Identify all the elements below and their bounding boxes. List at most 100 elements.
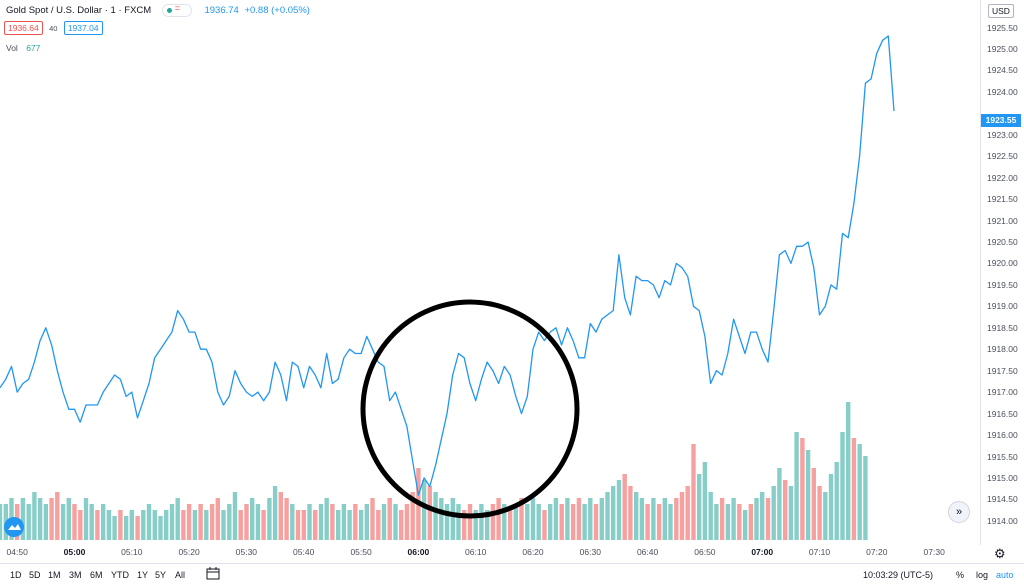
- time-tick-label: 04:50: [6, 547, 28, 557]
- market-status-pill[interactable]: =: [161, 3, 192, 17]
- volume-bar: [410, 492, 415, 540]
- price-tick-label: 1922.50: [987, 151, 1018, 162]
- volume-bar: [227, 504, 232, 540]
- ask-button[interactable]: 1937.04: [63, 21, 103, 35]
- time-tick-label: 06:00: [407, 547, 430, 557]
- volume-bar: [278, 492, 283, 540]
- range-button-5y[interactable]: 5Y: [155, 570, 167, 580]
- volume-bar: [78, 510, 83, 540]
- volume-bar: [112, 516, 117, 540]
- volume-bar: [496, 498, 501, 540]
- time-tick-label: 05:00: [63, 547, 86, 557]
- volume-bar: [679, 492, 685, 540]
- chart-legend: Gold Spot / U.S. Dollar · 1 · FXCM = 193…: [6, 3, 310, 17]
- volume-bar: [565, 498, 570, 540]
- volume-bar: [542, 510, 547, 540]
- price-tick-label: 1914.00: [987, 515, 1018, 526]
- volume-bar: [232, 492, 238, 540]
- time-tick-label: 05:20: [178, 547, 200, 557]
- range-button-1d[interactable]: 1D: [10, 570, 22, 580]
- volume-bar: [72, 504, 77, 540]
- volume-bar: [318, 504, 324, 540]
- volume-bar: [250, 498, 255, 540]
- range-button-5d[interactable]: 5D: [29, 570, 41, 580]
- legend-last-price: 1936.74: [204, 5, 239, 17]
- scroll-to-realtime-button[interactable]: »: [948, 501, 970, 523]
- time-tick-label: 05:30: [235, 547, 258, 557]
- volume-label: Vol: [6, 43, 18, 53]
- tradingview-logo-icon[interactable]: [4, 517, 24, 537]
- range-button-1m[interactable]: 1M: [48, 570, 61, 580]
- volume-bar: [576, 498, 582, 540]
- range-button-6m[interactable]: 6M: [90, 570, 103, 580]
- price-tick-label: 1925.50: [987, 22, 1018, 33]
- price-line: [0, 35, 895, 496]
- volume-bar: [433, 492, 438, 540]
- volume-bar: [181, 510, 186, 540]
- range-button-all[interactable]: All: [175, 570, 186, 580]
- volume-bar: [742, 510, 748, 540]
- volume-bar: [593, 504, 599, 540]
- volume-bar: [634, 492, 639, 540]
- volume-bar: [805, 450, 811, 540]
- volume-bar: [748, 504, 753, 540]
- volume-bar: [754, 498, 759, 540]
- symbol-title[interactable]: Gold Spot / U.S. Dollar · 1 · FXCM: [6, 5, 152, 17]
- volume-bar: [444, 504, 450, 540]
- volume-bar: [20, 498, 26, 540]
- price-tick-label: 1915.00: [987, 472, 1018, 483]
- volume-bar: [691, 444, 696, 540]
- calendar-icon[interactable]: [206, 567, 220, 582]
- volume-bar: [118, 510, 123, 540]
- volume-bar: [628, 486, 633, 540]
- volume-bar: [301, 510, 306, 540]
- price-tick-label: 1918.50: [987, 322, 1018, 333]
- gear-icon[interactable]: ⚙: [994, 546, 1006, 561]
- volume-bar: [639, 498, 645, 540]
- time-tick-label: 05:10: [121, 547, 143, 557]
- chart-area[interactable]: [0, 0, 980, 545]
- volume-bar: [674, 498, 679, 540]
- price-axis[interactable]: 1925.50 1925.00 1924.50 1924.00 1923.00 1922.…: [980, 0, 1024, 545]
- volume-bar: [857, 444, 862, 540]
- volume-bar: [261, 510, 266, 540]
- timezone-clock[interactable]: 10:03:29 (UTC-5): [863, 570, 934, 580]
- time-axis[interactable]: 04:50 05:00 05:10 05:20 05:30 05:40 05:50 06:00…: [0, 545, 980, 560]
- volume-bar: [450, 498, 455, 540]
- bid-button[interactable]: 1936.64: [4, 21, 43, 35]
- market-open-dot-icon: [166, 8, 172, 13]
- volume-bar: [697, 474, 702, 540]
- percent-toggle[interactable]: %: [956, 570, 965, 580]
- price-tick-label: 1914.50: [987, 494, 1018, 505]
- spread-value: 40: [49, 24, 58, 33]
- auto-scale-toggle[interactable]: auto: [996, 570, 1014, 580]
- volume-bar: [158, 516, 163, 540]
- volume-bar: [169, 504, 175, 540]
- bottom-toolbar: 1D 5D 1M 3M 6M YTD 1Y 5Y All 10:03:29 (UTC-5) % …: [0, 563, 1024, 587]
- time-tick-label: 05:40: [293, 547, 315, 557]
- time-tick-label: 07:10: [808, 547, 831, 557]
- log-toggle[interactable]: log: [976, 570, 989, 580]
- range-button-3m[interactable]: 3M: [69, 570, 82, 580]
- volume-bar: [364, 504, 369, 540]
- volume-bar: [725, 504, 731, 540]
- price-tick-label: 1918.00: [987, 344, 1018, 355]
- volume-bar: [313, 510, 318, 540]
- volume-bar: [347, 510, 352, 540]
- volume-bar: [123, 516, 129, 540]
- volume-bar: [783, 480, 788, 540]
- volume-bar: [341, 504, 347, 540]
- range-button-1y[interactable]: 1Y: [137, 570, 149, 580]
- price-tick-label: 1917.00: [987, 387, 1018, 398]
- volume-bar: [662, 498, 667, 540]
- volume-bar: [439, 498, 444, 540]
- currency-badge[interactable]: USD: [988, 4, 1014, 18]
- volume-bar: [828, 474, 834, 540]
- volume-bar: [771, 486, 776, 540]
- volume-bar: [421, 480, 427, 540]
- range-button-ytd[interactable]: YTD: [111, 570, 129, 580]
- volume-bar: [307, 504, 312, 540]
- last-price-label: 1923.55: [981, 114, 1021, 127]
- volume-bar: [599, 498, 604, 540]
- volume-bar: [89, 504, 94, 540]
